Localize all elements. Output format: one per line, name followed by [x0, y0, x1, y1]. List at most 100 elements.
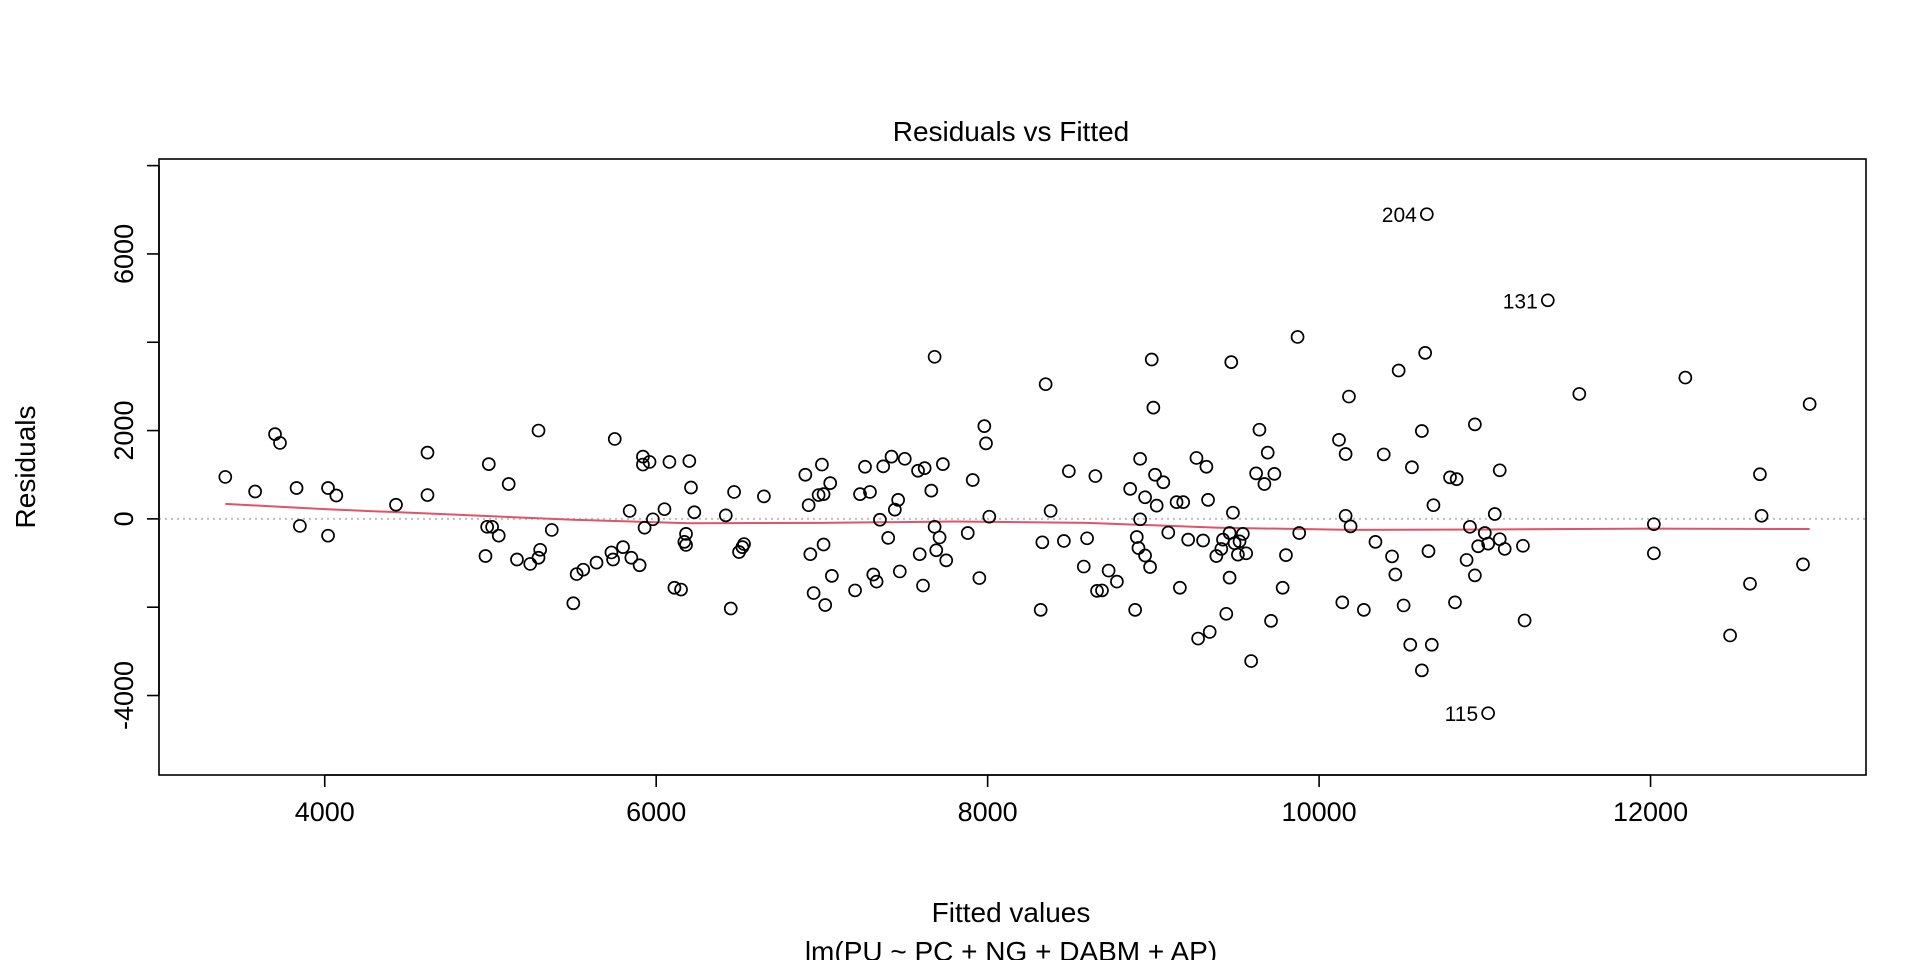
data-point — [876, 459, 891, 474]
data-point — [1267, 466, 1282, 481]
data-point — [873, 512, 887, 527]
data-point — [897, 451, 912, 466]
data-point — [667, 580, 682, 595]
outlier-label-204: 204 — [1382, 204, 1417, 227]
data-point — [869, 574, 884, 589]
data-point — [637, 520, 652, 535]
data-point — [501, 477, 516, 491]
data-point — [1169, 495, 1184, 509]
data-point — [1110, 574, 1124, 589]
data-point — [687, 505, 702, 520]
data-point — [1275, 580, 1290, 595]
data-point — [1128, 603, 1142, 617]
data-point — [1279, 548, 1293, 562]
data-point — [1226, 505, 1240, 520]
data-point — [662, 455, 677, 469]
y-tick-label: 6000 — [109, 224, 139, 284]
data-point — [1161, 525, 1176, 540]
data-point — [1463, 519, 1477, 534]
data-point — [1414, 663, 1429, 678]
data-point — [1403, 637, 1418, 652]
data-point — [1396, 598, 1411, 613]
data-point — [1517, 613, 1532, 628]
data-point — [816, 537, 831, 552]
data-point — [1038, 377, 1053, 392]
data-point — [679, 527, 693, 541]
data-point — [825, 568, 839, 583]
data-point — [1443, 470, 1457, 485]
data-point — [1143, 560, 1157, 574]
data-point — [1356, 603, 1371, 617]
data-point — [1239, 546, 1254, 561]
data-point — [606, 552, 620, 567]
data-point — [684, 480, 698, 495]
data-point — [636, 457, 650, 472]
data-point — [1754, 508, 1769, 523]
data-point — [1224, 355, 1239, 369]
data-point — [723, 601, 738, 616]
data-point — [624, 550, 639, 565]
data-point — [1244, 654, 1258, 668]
data-point — [977, 419, 992, 434]
data-point — [1572, 387, 1587, 401]
data-point — [1449, 472, 1464, 486]
data-point — [480, 519, 494, 534]
data-point — [1138, 490, 1152, 505]
data-point — [616, 540, 630, 554]
data-point — [321, 528, 335, 543]
data-point — [1368, 534, 1383, 549]
data-point — [1405, 460, 1419, 475]
data-point — [1468, 417, 1482, 432]
data-point — [1236, 527, 1250, 541]
y-axis-label: Residuals — [10, 406, 41, 529]
data-point — [1231, 547, 1245, 562]
data-point — [1471, 539, 1486, 554]
data-point — [891, 493, 905, 507]
data-point — [1173, 580, 1187, 595]
data-point — [1497, 542, 1512, 556]
data-point — [866, 567, 881, 582]
data-point — [478, 549, 493, 563]
data-point — [911, 463, 925, 478]
data-point — [1743, 576, 1757, 591]
data-point — [823, 476, 838, 490]
data-point — [1426, 498, 1441, 513]
data-point — [420, 488, 435, 502]
data-point — [389, 497, 403, 512]
y-tick-label: 2000 — [109, 401, 139, 461]
data-point — [632, 558, 647, 573]
data-point — [1290, 330, 1305, 344]
data-point — [727, 485, 741, 499]
data-point — [1202, 625, 1217, 639]
data-point — [939, 553, 954, 568]
data-point — [321, 481, 335, 495]
data-point — [982, 509, 997, 524]
data-point — [531, 550, 546, 565]
data-point — [1468, 568, 1482, 583]
data-point — [929, 543, 944, 558]
data-point — [1076, 559, 1091, 574]
data-point — [1257, 477, 1272, 491]
data-point — [657, 502, 672, 517]
data-point — [737, 537, 751, 551]
data-point — [679, 538, 693, 552]
data-point — [1249, 466, 1263, 481]
data-point — [1292, 526, 1307, 540]
data-point — [1335, 595, 1350, 610]
data-point — [1129, 530, 1144, 544]
data-point — [1459, 553, 1474, 567]
data-point — [972, 571, 987, 585]
data-point — [1061, 464, 1076, 479]
data-point — [1156, 475, 1171, 490]
data-point — [1181, 532, 1196, 547]
data-point — [1232, 534, 1247, 549]
data-point — [757, 489, 771, 504]
data-point — [293, 519, 307, 533]
smooth-line — [225, 502, 1810, 531]
data-point — [1201, 493, 1215, 507]
data-point — [1414, 424, 1429, 438]
data-point — [1146, 400, 1161, 415]
data-point — [815, 457, 829, 472]
data-point — [1264, 614, 1278, 628]
